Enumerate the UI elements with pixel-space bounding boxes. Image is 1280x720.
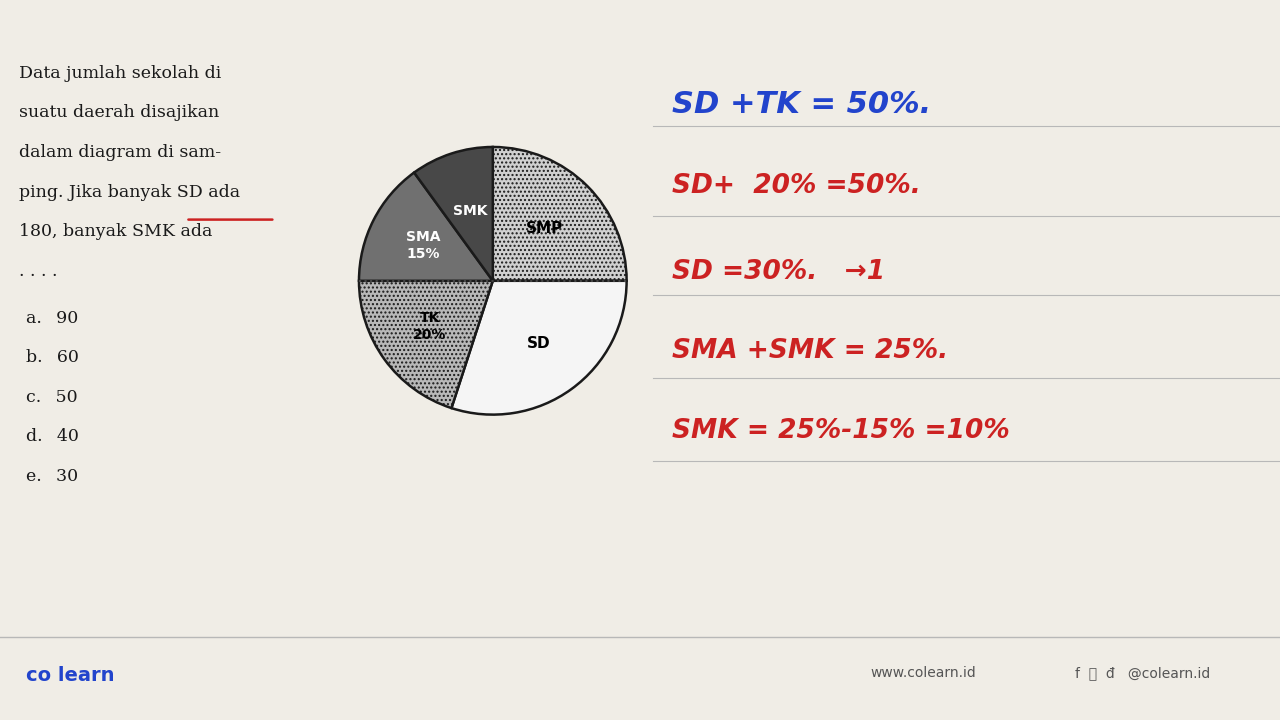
Text: 180, banyak SMK ada: 180, banyak SMK ada xyxy=(19,223,212,240)
Text: ping. Jika banyak SD ada: ping. Jika banyak SD ada xyxy=(19,184,241,201)
Text: dalam diagram di sam-: dalam diagram di sam- xyxy=(19,144,221,161)
Wedge shape xyxy=(358,173,493,281)
Wedge shape xyxy=(452,281,627,415)
Text: suatu daerah disajikan: suatu daerah disajikan xyxy=(19,104,219,122)
Text: b.  60: b. 60 xyxy=(26,349,78,366)
Text: co learn: co learn xyxy=(26,666,114,685)
Text: SD +TK = 50%.: SD +TK = 50%. xyxy=(672,90,932,119)
Text: SD: SD xyxy=(526,336,550,351)
Text: SD+  20% =50%.: SD+ 20% =50%. xyxy=(672,173,920,199)
Wedge shape xyxy=(358,281,493,408)
Text: SMA
15%: SMA 15% xyxy=(406,230,440,261)
Text: SMK = 25%-15% =10%: SMK = 25%-15% =10% xyxy=(672,418,1010,444)
Text: SD =30%.   →1: SD =30%. →1 xyxy=(672,259,886,285)
Text: SMK: SMK xyxy=(453,204,488,218)
Text: e.  30: e. 30 xyxy=(26,468,78,485)
Text: Data jumlah sekolah di: Data jumlah sekolah di xyxy=(19,65,221,82)
Text: SMP: SMP xyxy=(526,221,563,236)
Text: . . . .: . . . . xyxy=(19,263,58,280)
Wedge shape xyxy=(493,147,627,281)
Text: c.  50: c. 50 xyxy=(26,389,77,406)
Text: d.  40: d. 40 xyxy=(26,428,78,446)
Text: a.  90: a. 90 xyxy=(26,310,78,327)
Text: SMA +SMK = 25%.: SMA +SMK = 25%. xyxy=(672,338,948,364)
Text: TK
20%: TK 20% xyxy=(413,311,447,341)
Text: f  ⓘ  đ   @colearn.id: f ⓘ đ @colearn.id xyxy=(1075,666,1211,680)
Text: www.colearn.id: www.colearn.id xyxy=(870,666,977,680)
Wedge shape xyxy=(415,147,493,281)
